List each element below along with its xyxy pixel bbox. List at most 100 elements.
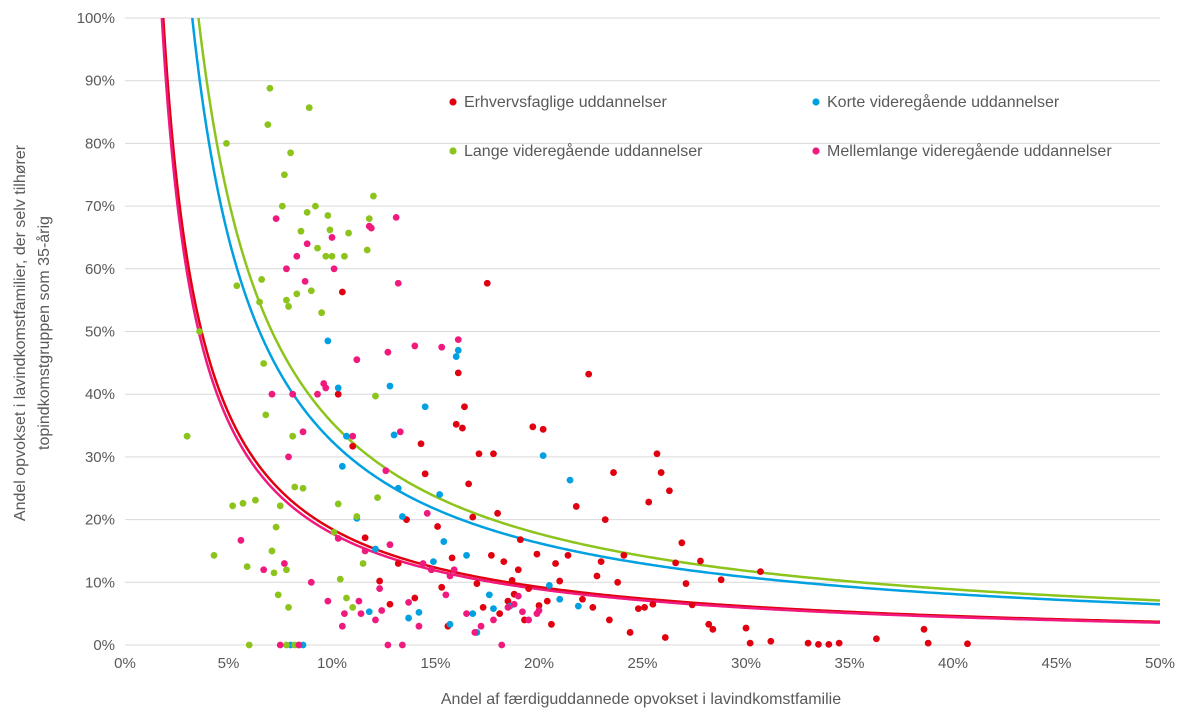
data-point (835, 639, 843, 647)
data-point (440, 538, 448, 545)
legend: Erhvervsfaglige uddannelser Korte videreg… (449, 93, 1112, 160)
data-point (438, 583, 446, 591)
legend-label: Erhvervsfaglige uddannelser (464, 94, 667, 111)
data-point (287, 149, 294, 157)
data-point (543, 597, 551, 605)
y-tick-label: 90% (85, 73, 115, 90)
legend-label: Mellemlange videregående uddannelser (827, 142, 1112, 160)
y-tick-label: 50% (85, 324, 115, 341)
data-point (597, 558, 605, 566)
x-tick-label: 15% (420, 655, 450, 672)
data-point (386, 600, 394, 608)
data-point (274, 591, 282, 599)
data-point (411, 594, 419, 602)
data-point (365, 215, 373, 223)
data-point (270, 569, 278, 577)
data-point (324, 337, 332, 345)
data-point (386, 541, 394, 549)
data-point (717, 576, 725, 584)
x-tick-label: 45% (1041, 655, 1071, 672)
data-point (556, 595, 564, 603)
data-point (349, 603, 357, 611)
x-tick-label: 35% (834, 655, 864, 672)
data-point (514, 592, 522, 600)
data-point (349, 432, 357, 440)
data-point (405, 614, 412, 622)
data-point (548, 620, 555, 628)
data-point (539, 425, 547, 433)
data-point (272, 523, 280, 531)
data-point (396, 428, 404, 436)
y-tick-label: 40% (85, 386, 115, 403)
data-point (579, 595, 586, 603)
data-point (479, 603, 487, 611)
data-point (593, 572, 601, 580)
data-point (345, 229, 352, 237)
legend-marker (449, 147, 457, 155)
data-point (564, 551, 572, 559)
data-point (384, 641, 392, 649)
data-point (446, 572, 454, 580)
data-point (454, 369, 462, 377)
trend-line (197, 17, 1161, 602)
y-axis-title-line2: topindkomstgruppen som 35-årig (35, 216, 53, 450)
data-point (328, 234, 336, 241)
data-point (363, 246, 371, 254)
data-point (427, 566, 435, 574)
data-point (361, 534, 369, 542)
x-tick-label: 50% (1145, 655, 1175, 672)
data-point (264, 121, 272, 128)
x-tick-label: 0% (114, 655, 136, 672)
data-point (469, 513, 477, 521)
data-point (301, 277, 309, 285)
data-point (924, 639, 932, 647)
data-point (243, 563, 251, 571)
data-point (376, 585, 384, 592)
data-point (196, 328, 203, 335)
x-axis-tick-labels: 0% 5% 10% 15% 20% 25% 30% 35% 40% 45% 50% (114, 655, 1175, 672)
data-point (303, 240, 311, 248)
y-tick-label: 100% (77, 10, 115, 27)
data-point (334, 384, 342, 392)
data-point (276, 641, 284, 649)
trend-line (160, 17, 1161, 624)
data-point (314, 390, 321, 398)
data-point (283, 265, 290, 273)
data-point (260, 566, 268, 574)
x-tick-label: 20% (524, 655, 554, 672)
data-point (510, 600, 518, 608)
data-point (353, 356, 361, 364)
data-point (324, 597, 332, 605)
data-point (535, 607, 543, 614)
data-point (657, 469, 665, 476)
data-point (372, 616, 379, 624)
data-point (355, 597, 363, 605)
data-point (454, 346, 462, 354)
legend-marker (812, 98, 820, 106)
data-point (434, 523, 441, 530)
legend-label: Lange videregående uddannelser (464, 142, 703, 160)
data-point (210, 551, 218, 559)
y-axis-tick-labels: 0% 10% 20% 30% 40% 50% 60% 70% 80% 90% 100% (77, 10, 115, 654)
data-point (330, 528, 338, 536)
data-point (343, 594, 350, 602)
data-point (341, 610, 348, 618)
data-point (436, 491, 444, 498)
data-point (430, 558, 437, 566)
trend-line (191, 17, 1161, 606)
data-point (305, 104, 313, 112)
data-point (496, 610, 504, 618)
data-point (475, 450, 483, 458)
data-point (649, 600, 657, 608)
data-point (378, 607, 386, 614)
data-point (446, 620, 454, 628)
x-axis-title: Andel af færdiguddannede opvokset i lavi… (441, 691, 841, 708)
data-point (303, 208, 311, 216)
data-point (312, 202, 319, 210)
data-point (322, 384, 330, 392)
data-point (620, 551, 628, 559)
data-point (964, 640, 971, 648)
data-point (367, 224, 375, 232)
data-point (519, 608, 526, 616)
data-point (634, 605, 642, 613)
